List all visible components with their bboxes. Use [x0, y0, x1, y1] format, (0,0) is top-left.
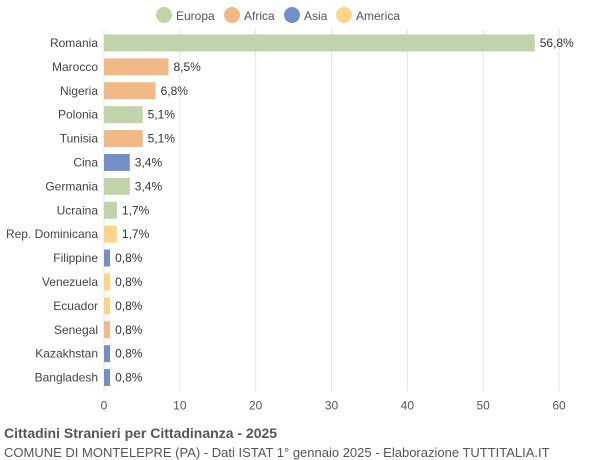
bars: Romania 56,8% Marocco 8,5% Nigeria 6,8% Poloni…: [6, 34, 574, 387]
chart-title: Cittadini Stranieri per Cittadinanza - 2…: [4, 425, 278, 441]
bar: [104, 249, 111, 267]
legend-label: Asia: [304, 9, 328, 23]
legend-label: Africa: [244, 9, 275, 23]
value-label: 1,7%: [122, 227, 150, 241]
value-label: 0,8%: [115, 251, 143, 265]
legend-marker: [156, 7, 172, 23]
category-label: Romania: [50, 36, 98, 50]
category-label: Tunisia: [60, 132, 99, 146]
legend-label: America: [356, 9, 400, 23]
legend-marker: [336, 7, 352, 23]
value-label: 6,8%: [161, 84, 189, 98]
x-tick-label: 0: [101, 399, 108, 413]
value-label: 3,4%: [135, 179, 163, 193]
bar: [104, 369, 111, 387]
category-label: Rep. Dominicana: [6, 227, 98, 241]
value-label: 0,8%: [115, 299, 143, 313]
bar: [104, 153, 130, 171]
x-tick-label: 20: [249, 399, 263, 413]
value-label: 1,7%: [122, 203, 150, 217]
legend-label: Europa: [176, 9, 215, 23]
category-label: Nigeria: [60, 84, 98, 98]
value-label: 5,1%: [148, 108, 176, 122]
bar: [104, 345, 111, 363]
value-label: 8,5%: [173, 60, 201, 74]
chart-subtitle: COMUNE DI MONTELEPRE (PA) - Dati ISTAT 1…: [4, 445, 550, 460]
bar: [104, 225, 117, 243]
category-label: Ecuador: [53, 299, 98, 313]
category-label: Venezuela: [42, 275, 98, 289]
category-label: Cina: [73, 155, 98, 169]
x-tick-label: 60: [552, 399, 566, 413]
bar: [104, 273, 111, 291]
bar: [104, 82, 156, 100]
bar: [104, 34, 535, 52]
bar: [104, 130, 143, 148]
legend-marker: [224, 7, 240, 23]
x-axis: 0 10 20 30 40 50 60: [101, 399, 566, 413]
grid: [103, 29, 560, 392]
bar: [104, 321, 111, 339]
category-label: Bangladesh: [35, 371, 98, 385]
legend-marker: [284, 7, 300, 23]
value-label: 0,8%: [115, 371, 143, 385]
bar: [104, 201, 117, 219]
x-tick-label: 50: [476, 399, 490, 413]
value-label: 0,8%: [115, 347, 143, 361]
value-label: 5,1%: [148, 132, 176, 146]
category-label: Kazakhstan: [35, 347, 98, 361]
legend: Europa Africa Asia America: [156, 7, 400, 23]
category-label: Marocco: [52, 60, 98, 74]
bar: [104, 177, 130, 195]
category-label: Filippine: [53, 251, 98, 265]
x-tick-label: 40: [401, 399, 415, 413]
value-label: 0,8%: [115, 275, 143, 289]
category-label: Senegal: [54, 323, 98, 337]
value-label: 56,8%: [540, 36, 574, 50]
category-label: Polonia: [58, 108, 98, 122]
bar-chart: Europa Africa Asia America Romania 56,8% Maro…: [6, 7, 574, 413]
x-tick-label: 10: [173, 399, 187, 413]
category-label: Ucraina: [57, 203, 99, 217]
value-label: 0,8%: [115, 323, 143, 337]
bar: [104, 58, 169, 76]
bar: [104, 106, 143, 124]
value-label: 3,4%: [135, 155, 163, 169]
category-label: Germania: [45, 179, 98, 193]
bar: [104, 297, 111, 315]
x-tick-label: 30: [325, 399, 339, 413]
